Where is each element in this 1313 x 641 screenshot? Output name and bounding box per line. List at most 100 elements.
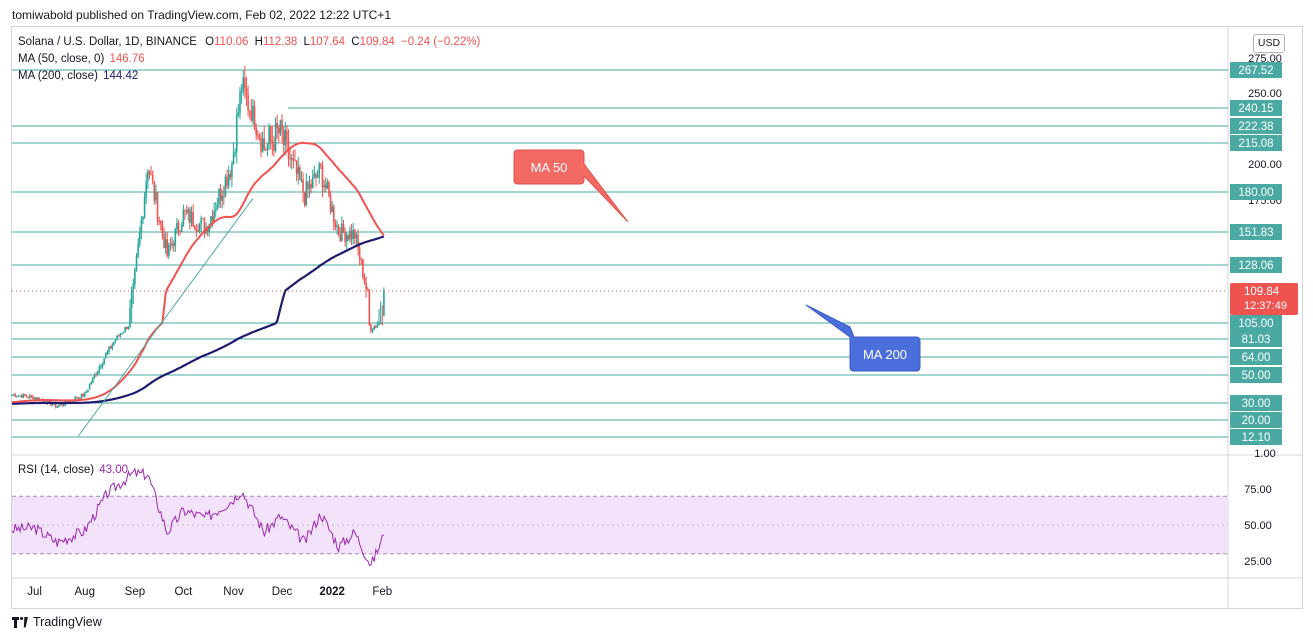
candle [350, 223, 353, 246]
rsi-legend[interactable]: RSI (14, close) 43.00 [18, 464, 128, 476]
time-tick-label: Feb [372, 586, 392, 598]
candle [134, 267, 136, 289]
candle [247, 85, 249, 117]
candle [189, 207, 191, 230]
time-axis: Jul Aug Sep Oct Nov Dec 2022 Feb [27, 586, 392, 598]
candle [329, 190, 332, 215]
level-price-label: 222.38 [1238, 121, 1273, 133]
tradingview-logo: TradingView [12, 615, 102, 629]
candle [287, 129, 290, 167]
currency-button[interactable]: USD [1253, 34, 1285, 53]
candle [17, 394, 20, 397]
candle [368, 289, 371, 326]
candle-countdown: 12:37:49 [1244, 300, 1287, 312]
candle [266, 142, 269, 157]
candle [299, 164, 301, 181]
candle [171, 236, 173, 249]
candle [237, 103, 240, 118]
candle [116, 335, 118, 341]
horizontal-levels [12, 69, 1228, 438]
level-price-tag: 128.06 [1230, 257, 1282, 273]
candle [323, 179, 325, 193]
candle [315, 172, 317, 187]
candle [231, 161, 233, 188]
candle [135, 252, 138, 272]
candle [124, 326, 126, 333]
candle [347, 233, 350, 241]
candle [184, 209, 186, 220]
candle [269, 125, 272, 150]
publisher-line: tomiwabold published on TradingView.com,… [12, 8, 392, 22]
level-price-tag: 180.00 [1230, 184, 1282, 200]
candle [119, 332, 122, 338]
candle [59, 403, 62, 406]
price-axis: 275.00250.00200.00175.001.00267.52240.15… [1230, 53, 1298, 460]
candle [27, 396, 29, 399]
ma200-legend[interactable]: MA (200, close) 144.42 [18, 70, 138, 82]
candle [344, 227, 346, 247]
candle [187, 207, 190, 222]
candle [328, 180, 330, 198]
candle [101, 362, 104, 370]
candle [197, 224, 199, 233]
candle [213, 202, 215, 224]
candle [294, 149, 296, 162]
candle [326, 178, 329, 190]
level-price-tag: 222.38 [1230, 118, 1282, 134]
open-label: O [205, 36, 215, 48]
level-price-label: 12.10 [1242, 432, 1271, 444]
price-tick-label: 1.00 [1254, 448, 1275, 460]
candle [127, 326, 130, 330]
candle [163, 227, 165, 249]
candle [219, 183, 222, 209]
time-tick-label: Aug [75, 586, 95, 598]
level-price-tag: 81.03 [1230, 331, 1282, 347]
candle [145, 173, 148, 204]
candle [229, 170, 232, 181]
candle [357, 229, 359, 256]
current-price-label: 109.84 [1244, 286, 1280, 298]
candle [263, 125, 266, 151]
candle [75, 396, 78, 399]
candle [158, 216, 160, 226]
ma50-legend[interactable]: MA (50, close, 0) 146.76 [18, 53, 145, 65]
level-price-label: 128.06 [1238, 260, 1273, 272]
candle [352, 223, 354, 245]
candle [200, 215, 202, 232]
candle [87, 389, 89, 393]
candle [321, 160, 324, 198]
candle [342, 220, 345, 234]
candle [168, 242, 170, 259]
candle [140, 215, 143, 240]
candle [379, 301, 382, 325]
candle [193, 225, 196, 231]
candle [271, 125, 274, 156]
candle [362, 259, 364, 280]
level-price-tag: 64.00 [1230, 349, 1282, 365]
candle [282, 125, 285, 155]
rsi-band [12, 496, 1228, 554]
candle [376, 321, 379, 329]
candle [274, 117, 277, 153]
candle [96, 370, 99, 375]
candle [109, 345, 112, 349]
candle [210, 215, 212, 230]
time-tick-label: 2022 [319, 586, 345, 598]
candle [24, 393, 26, 397]
candle [378, 309, 380, 326]
candle [113, 341, 115, 346]
candle [176, 217, 178, 235]
candle [104, 352, 107, 359]
candle [349, 226, 351, 243]
candle [185, 205, 188, 215]
candle [138, 226, 141, 248]
candle [150, 166, 152, 176]
candle [334, 219, 337, 231]
candle [85, 390, 88, 394]
candle [92, 376, 94, 384]
candle [227, 165, 230, 190]
low-value: 107.64 [309, 36, 346, 48]
time-tick-label: Jul [27, 586, 42, 598]
candle [381, 305, 384, 326]
